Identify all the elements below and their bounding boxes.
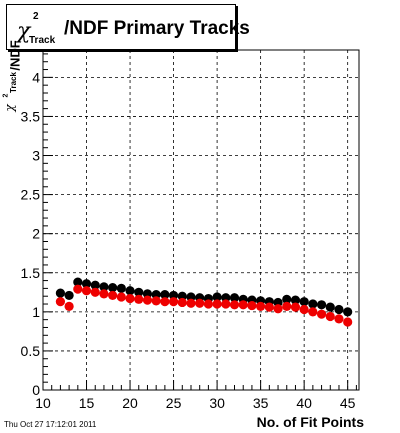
red-series-point xyxy=(282,301,292,311)
red-series-point xyxy=(221,299,231,309)
red-series-point xyxy=(247,300,257,311)
x-tick-label: 25 xyxy=(166,395,182,411)
data-points xyxy=(55,277,353,327)
red-series-point xyxy=(108,290,118,301)
red-series-point xyxy=(343,317,353,327)
title-chi-symbol: χ xyxy=(17,19,31,44)
plot-frame xyxy=(42,49,360,391)
red-series-point xyxy=(316,309,327,319)
red-series-point xyxy=(186,298,196,308)
y-label-superscript: 2 xyxy=(2,93,10,98)
y-tick-label: 0 xyxy=(32,382,40,398)
black-series-point xyxy=(108,283,118,293)
x-tick-label: 10 xyxy=(35,395,51,411)
chart-title: χ 2 Track /NDF Primary Tracks xyxy=(6,4,250,50)
red-series-point xyxy=(264,302,274,312)
black-series-point xyxy=(125,286,135,296)
y-tick-label: 1.5 xyxy=(21,265,41,281)
x-tick-label: 15 xyxy=(79,395,95,411)
black-series-point xyxy=(64,290,74,301)
red-series-point xyxy=(238,300,248,310)
red-series-point xyxy=(134,294,144,304)
black-series-point xyxy=(325,302,335,312)
y-tick-label: 3 xyxy=(32,148,40,164)
title-superscript: 2 xyxy=(33,11,39,22)
x-axis-label: No. of Fit Points xyxy=(256,414,364,430)
red-series-point xyxy=(116,292,126,302)
red-series-point xyxy=(64,301,74,311)
timestamp: Thu Oct 27 17:12:01 2011 xyxy=(4,420,97,429)
black-series-point xyxy=(55,288,66,298)
x-tick-labels: 10 15 20 25 30 35 40 45 xyxy=(35,395,355,411)
x-tick-label: 20 xyxy=(122,395,138,411)
title-subscript: Track xyxy=(29,35,56,46)
black-series-point xyxy=(81,279,92,289)
black-series-point xyxy=(282,294,292,304)
red-series-point xyxy=(308,307,318,317)
black-series-point xyxy=(343,307,353,317)
red-series-point xyxy=(81,286,92,296)
x-tick-label: 45 xyxy=(340,395,356,411)
black-series-point xyxy=(229,293,240,303)
red-series-point xyxy=(229,300,240,310)
y-tick-label: 4 xyxy=(32,69,40,85)
red-series-point xyxy=(55,297,66,307)
y-tick-labels: 0 0.5 1 1.5 2 2.5 3 3.5 4 xyxy=(21,69,41,398)
y-tick-label: 3.5 xyxy=(21,108,41,124)
y-tick-label: 1 xyxy=(32,304,40,320)
red-series-point xyxy=(125,293,135,304)
title-text: /NDF Primary Tracks xyxy=(64,18,250,39)
black-series-point xyxy=(99,282,109,292)
red-series-point xyxy=(142,295,153,305)
x-tick-label: 30 xyxy=(209,395,225,411)
y-label-chi: χ xyxy=(2,104,17,112)
red-series-point xyxy=(273,304,283,314)
red-series-point xyxy=(195,298,205,308)
red-series-point xyxy=(177,297,187,308)
y-label-rest: /NDF xyxy=(7,40,23,71)
black-series-point xyxy=(316,300,327,310)
red-series-point xyxy=(256,301,266,311)
black-series-point xyxy=(290,295,301,305)
red-series-point xyxy=(160,297,170,307)
red-series-point xyxy=(99,289,109,299)
y-tick-label: 0.5 xyxy=(21,343,41,359)
red-series-point xyxy=(334,314,344,324)
red-series-point xyxy=(299,304,309,315)
grid-lines xyxy=(43,50,359,390)
black-series-point xyxy=(90,280,100,290)
red-series-point xyxy=(203,299,213,309)
black-series-point xyxy=(299,297,309,307)
x-tick-label: 40 xyxy=(296,395,312,411)
red-series-point xyxy=(90,287,100,297)
black-series-point xyxy=(160,290,170,300)
black-series-point xyxy=(116,283,126,293)
red-series-point xyxy=(151,296,161,306)
red-series-point xyxy=(212,299,222,309)
y-axis-label: χ 2 Track /NDF xyxy=(2,40,22,146)
red-series-point xyxy=(73,284,83,294)
y-tick-label: 2.5 xyxy=(21,187,41,203)
red-series-point xyxy=(168,297,179,307)
y-label-subscript: Track xyxy=(8,72,18,93)
red-series-point xyxy=(325,311,335,322)
y-tick-label: 2 xyxy=(32,226,40,242)
axis-ticks xyxy=(42,53,357,391)
black-series-point xyxy=(334,304,344,315)
black-series-point xyxy=(308,299,318,309)
x-tick-label: 35 xyxy=(253,395,269,411)
black-series-point xyxy=(134,287,144,297)
black-series-point xyxy=(73,277,83,287)
red-series-point xyxy=(290,302,301,312)
black-series-point xyxy=(212,292,222,302)
